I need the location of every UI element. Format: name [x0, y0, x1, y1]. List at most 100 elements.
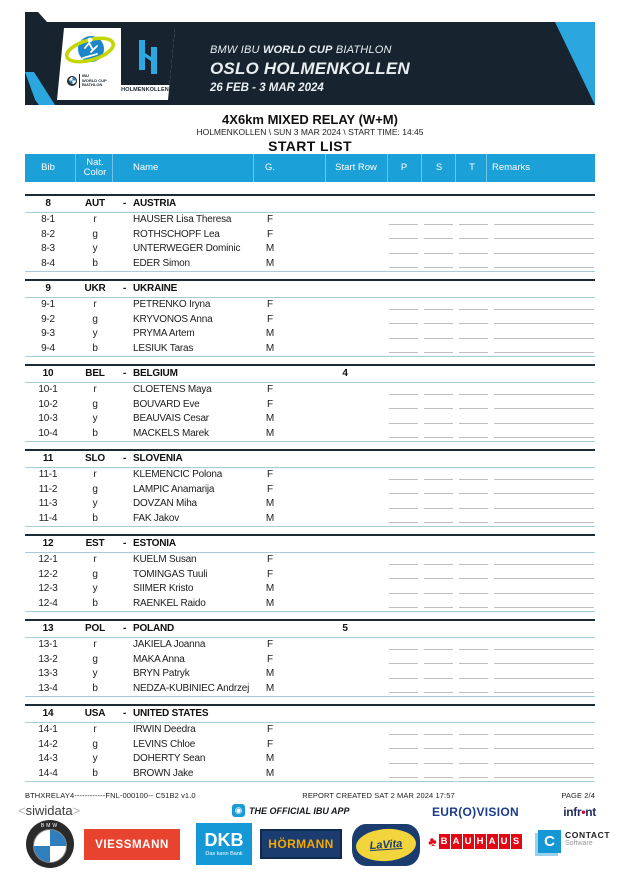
athlete-name: PETRENKO Iryna	[133, 299, 211, 310]
athlete-color: r	[93, 299, 97, 310]
athlete-gender: M	[265, 328, 275, 339]
team-name: POLAND	[133, 623, 175, 634]
athlete-bib: 10-4	[38, 427, 58, 439]
t-entry-line	[459, 308, 488, 310]
athlete-color: b	[92, 257, 98, 269]
team-row: 11 SLO - SLOVENIA	[25, 451, 595, 467]
team-dash: -	[123, 198, 127, 209]
athlete-color: b	[92, 597, 98, 609]
remarks-entry-line	[494, 762, 594, 764]
athlete-gender: M	[265, 342, 275, 354]
ibu-app-label: THE OFFICIAL IBU APP	[249, 805, 350, 816]
team-bib: 10	[42, 368, 54, 379]
athlete-bib: 11-3	[38, 498, 58, 509]
athlete-name: JAKIELA Joanna	[133, 639, 206, 650]
s-entry-line	[424, 437, 453, 438]
remarks-entry-line	[494, 777, 594, 778]
team-row: 8 AUT - AUSTRIA	[25, 196, 595, 212]
athlete-row: 8-4 b EDER Simon M	[25, 257, 595, 272]
team-start-row: 4	[342, 368, 348, 379]
t-entry-line	[459, 323, 488, 324]
s-entry-line	[424, 393, 453, 395]
s-entry-line	[424, 748, 453, 749]
bauhaus-letter: S	[510, 834, 522, 849]
bauhaus-letter: A	[450, 834, 462, 849]
athlete-gender: M	[265, 682, 275, 694]
remarks-entry-line	[494, 223, 594, 225]
p-entry-line	[389, 578, 418, 579]
athlete-row: 14-3 y DOHERTY Sean M	[25, 752, 595, 767]
team-bib: 11	[42, 453, 54, 464]
remarks-entry-line	[494, 393, 594, 395]
athlete-name: LEVINS Chloe	[133, 738, 196, 750]
col-header-gender: G.	[264, 161, 276, 173]
t-entry-line	[459, 223, 488, 225]
athlete-name: HAUSER Lisa Theresa	[133, 214, 232, 225]
team-separator-line	[25, 552, 595, 553]
athlete-color: r	[93, 639, 97, 650]
s-entry-line	[424, 522, 453, 523]
team-nat: USA	[84, 708, 106, 719]
athlete-name: DOVZAN Miha	[133, 498, 197, 509]
athlete-row: 10-1 r CLOETENS Maya F	[25, 383, 595, 398]
athlete-bib: 13-2	[38, 653, 58, 665]
athlete-color: b	[92, 682, 98, 694]
header-dates-line: 26 FEB - 3 MAR 2024	[210, 82, 324, 94]
athlete-bib: 10-2	[38, 398, 58, 410]
athlete-bib: 8-3	[41, 243, 55, 254]
athlete-name: KRYVONOS Anna	[133, 313, 213, 325]
athlete-gender: F	[267, 469, 273, 480]
footer-meta-row: BTHXRELAY4------------FNL-000100-- C51B2…	[25, 791, 595, 800]
athlete-color: y	[92, 243, 98, 254]
holmenkollen-label: HOLMENKOLLEN	[121, 87, 169, 93]
p-entry-line	[389, 478, 418, 480]
team-block: 11 SLO - SLOVENIA 11-1 r KLEMENCIC Polona F 11-2…	[25, 449, 595, 527]
athlete-gender: M	[265, 512, 275, 524]
remarks-entry-line	[494, 692, 594, 693]
athlete-color: g	[92, 653, 98, 665]
athlete-color: b	[92, 342, 98, 354]
athlete-row: 10-3 y BEAUVAIS Cesar M	[25, 412, 595, 427]
p-entry-line	[389, 337, 418, 339]
athlete-bib: 13-3	[38, 668, 58, 679]
col-header-start-row: Start Row	[335, 161, 377, 173]
team-row: 14 USA - UNITED STATES	[25, 706, 595, 722]
remarks-entry-line	[494, 748, 594, 749]
t-entry-line	[459, 252, 488, 254]
remarks-entry-line	[494, 337, 594, 339]
t-entry-line	[459, 607, 488, 608]
p-entry-line	[389, 267, 418, 268]
contact-c-icon: C	[538, 830, 561, 853]
athlete-color: r	[93, 724, 97, 735]
team-separator-line	[25, 212, 595, 213]
t-entry-line	[459, 507, 488, 509]
remarks-entry-line	[494, 522, 594, 523]
t-entry-line	[459, 393, 488, 395]
dkb-logo: DKB Das kann Bank	[196, 823, 252, 865]
athlete-row: 10-2 g BOUVARD Eve F	[25, 398, 595, 413]
team-row: 12 EST - ESTONIA	[25, 536, 595, 552]
p-entry-line	[389, 663, 418, 664]
header-band: IBU WORLD CUP BIATHLON HOLMENKOLLEN BMW …	[25, 22, 595, 105]
team-bib: 8	[45, 198, 51, 209]
athlete-color: r	[93, 554, 97, 565]
athlete-color: y	[92, 668, 98, 679]
p-entry-line	[389, 308, 418, 310]
p-entry-line	[389, 437, 418, 438]
remarks-entry-line	[494, 408, 594, 409]
team-nat: AUT	[85, 198, 105, 209]
s-entry-line	[424, 308, 453, 310]
band-cyan-triangle-right	[555, 22, 595, 105]
eurovision-logo: EUR(O)VISION	[432, 805, 519, 819]
bmw-logo: BMW	[26, 820, 74, 868]
athlete-gender: M	[265, 583, 275, 594]
athlete-color: y	[92, 583, 98, 594]
athlete-row: 8-1 r HAUSER Lisa Theresa F	[25, 213, 595, 228]
athlete-row: 13-4 b NEDZA-KUBINIEC Andrzej M	[25, 682, 595, 697]
column-divider	[253, 154, 254, 182]
athlete-name: LAMPIC Anamarija	[133, 483, 215, 495]
header-venue-line: OSLO HOLMENKOLLEN	[210, 59, 410, 78]
event-logo-box: IBU WORLD CUP BIATHLON HOLMENKOLLEN	[57, 28, 175, 100]
athlete-name: MAKA Anna	[133, 653, 185, 665]
